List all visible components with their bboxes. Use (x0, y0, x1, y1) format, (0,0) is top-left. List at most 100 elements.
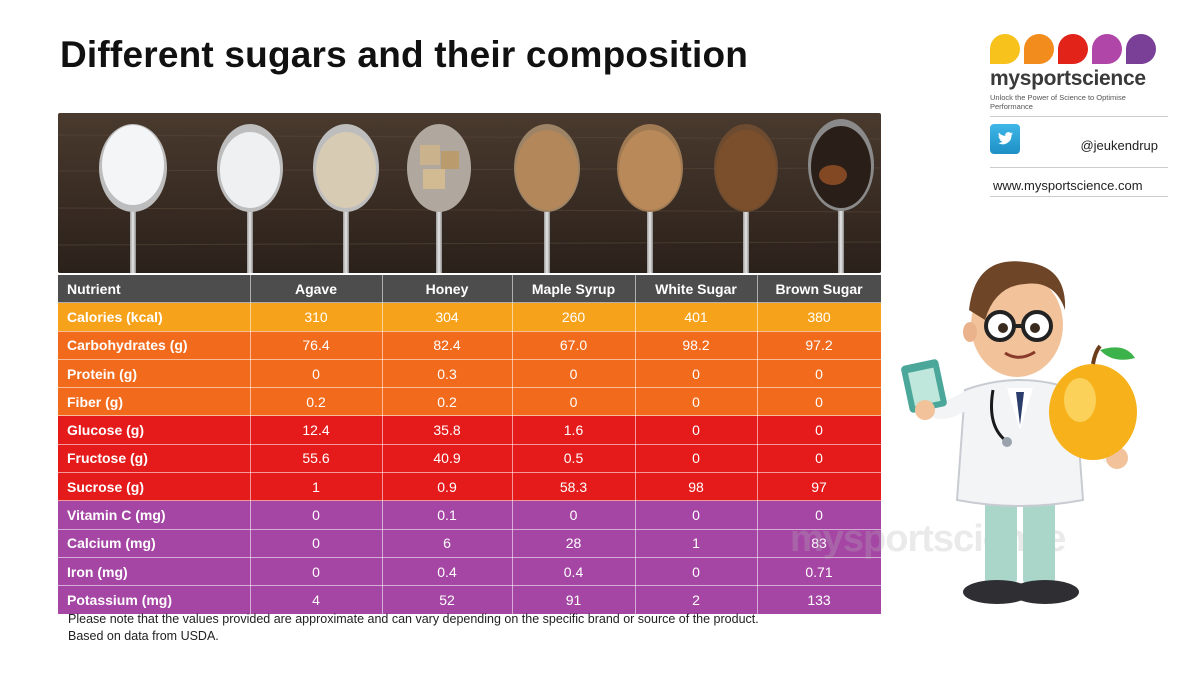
table-cell: 310 (250, 302, 383, 332)
table-cell: 1.6 (512, 415, 636, 445)
spoon-5 (514, 124, 580, 273)
table-row: Fiber (g) 0.2 0.2 0 0 0 (58, 387, 882, 417)
table-cell: 0 (635, 415, 758, 445)
table-cell: 0 (757, 387, 882, 417)
page-title: Different sugars and their composition (60, 34, 749, 75)
table-row: Glucose (g) 12.4 35.8 1.6 0 0 (58, 415, 882, 445)
table-cell: 0 (635, 500, 758, 530)
brand-name: mysportscience (990, 67, 1146, 90)
table-cell: 4 (250, 585, 383, 615)
table-cell: 0 (635, 387, 758, 417)
table-cell: 98 (635, 472, 758, 502)
spoons-photo (58, 113, 881, 273)
table-cell: 0.2 (382, 387, 513, 417)
row-label: Vitamin C (mg) (58, 500, 251, 530)
logo-dot (1058, 34, 1088, 64)
twitter-icon (990, 124, 1020, 154)
table-cell: 133 (757, 585, 882, 615)
table-cell: 40.9 (382, 444, 513, 474)
footnote: Please note that the values provided are… (68, 611, 759, 645)
table-cell: 0 (512, 359, 636, 389)
table-cell: 0.4 (382, 557, 513, 587)
table-cell: 0 (757, 415, 882, 445)
table-cell: 1 (250, 472, 383, 502)
table-row: Calories (kcal) 310 304 260 401 380 (58, 302, 882, 332)
row-label: Glucose (g) (58, 415, 251, 445)
table-header-row: Nutrient Agave Honey Maple Syrup White Sugar… (58, 275, 882, 304)
nutrition-table: Nutrient Agave Honey Maple Syrup White Sugar… (58, 275, 882, 615)
table-cell: 0.4 (512, 557, 636, 587)
table-cell: 97 (757, 472, 882, 502)
table-cell: 0 (512, 387, 636, 417)
table-cell: 0 (250, 529, 383, 558)
spoon-6 (617, 124, 683, 273)
table-row: Protein (g) 0 0.3 0 0 0 (58, 359, 882, 389)
spoon-3 (313, 124, 379, 273)
table-cell: 83 (757, 529, 882, 558)
row-label: Sucrose (g) (58, 472, 251, 502)
spoon-7 (714, 124, 778, 273)
table-cell: 1 (635, 529, 758, 558)
row-label: Calories (kcal) (58, 302, 251, 332)
table-cell: 0 (250, 359, 383, 389)
footnote-line-2: Based on data from USDA. (68, 629, 219, 643)
table-cell: 98.2 (635, 331, 758, 360)
row-label: Fiber (g) (58, 387, 251, 417)
table-cell: 0 (512, 500, 636, 530)
brand-logo: mysportscience Unlock the Power of Scien… (990, 34, 1168, 111)
logo-dot (990, 34, 1020, 64)
table-row: Sucrose (g) 1 0.9 58.3 98 97 (58, 472, 882, 502)
row-label: Calcium (mg) (58, 529, 251, 558)
row-label: Protein (g) (58, 359, 251, 389)
table-cell: 6 (382, 529, 513, 558)
table-cell: 67.0 (512, 331, 636, 360)
twitter-handle: @jeukendrup (1080, 138, 1158, 153)
table-cell: 304 (382, 302, 513, 332)
row-label: Carbohydrates (g) (58, 331, 251, 360)
spoon-8 (808, 119, 874, 273)
column-header: White Sugar (635, 275, 758, 304)
table-cell: 55.6 (250, 444, 383, 474)
table-cell: 12.4 (250, 415, 383, 445)
footnote-line-1: Please note that the values provided are… (68, 612, 759, 626)
spoon-2 (217, 124, 283, 273)
table-cell: 58.3 (512, 472, 636, 502)
table-cell: 0.71 (757, 557, 882, 587)
watermark: mysportscience (790, 518, 1066, 560)
twitter-row: @jeukendrup (990, 124, 1168, 162)
table-cell: 0 (757, 500, 882, 530)
table-cell: 2 (635, 585, 758, 615)
table-cell: 0 (635, 444, 758, 474)
logo-dot (1024, 34, 1054, 64)
scientist-mascot-illustration (895, 250, 1165, 620)
table-body: Calories (kcal) 310 304 260 401 380 Carbohydra… (58, 302, 882, 615)
table-row: Potassium (mg) 4 52 91 2 133 (58, 585, 882, 615)
table-cell: 0 (250, 557, 383, 587)
table-row: Iron (mg) 0 0.4 0.4 0 0.71 (58, 557, 882, 587)
table-cell: 0.5 (512, 444, 636, 474)
column-header: Brown Sugar (757, 275, 882, 304)
logo-dot (1126, 34, 1156, 64)
divider (990, 167, 1168, 168)
divider (990, 196, 1168, 197)
logo-dots (990, 34, 1168, 64)
table-cell: 35.8 (382, 415, 513, 445)
table-cell: 76.4 (250, 331, 383, 360)
brand-tagline: Unlock the Power of Science to Optimise … (990, 93, 1126, 111)
table-cell: 0.9 (382, 472, 513, 502)
table-cell: 380 (757, 302, 882, 332)
table-cell: 0 (635, 557, 758, 587)
table-cell: 0.3 (382, 359, 513, 389)
table-row: Vitamin C (mg) 0 0.1 0 0 0 (58, 500, 882, 530)
spoon-1 (99, 124, 167, 273)
row-label: Fructose (g) (58, 444, 251, 474)
table-row: Calcium (mg) 0 6 28 1 83 (58, 529, 882, 558)
spoon-4 (407, 124, 471, 273)
logo-dot (1092, 34, 1122, 64)
table-row: Carbohydrates (g) 76.4 82.4 67.0 98.2 97.2 (58, 331, 882, 360)
table-cell: 97.2 (757, 331, 882, 360)
table-cell: 0 (757, 359, 882, 389)
column-header: Honey (382, 275, 513, 304)
row-label: Potassium (mg) (58, 585, 251, 615)
column-header: Nutrient (58, 275, 251, 304)
